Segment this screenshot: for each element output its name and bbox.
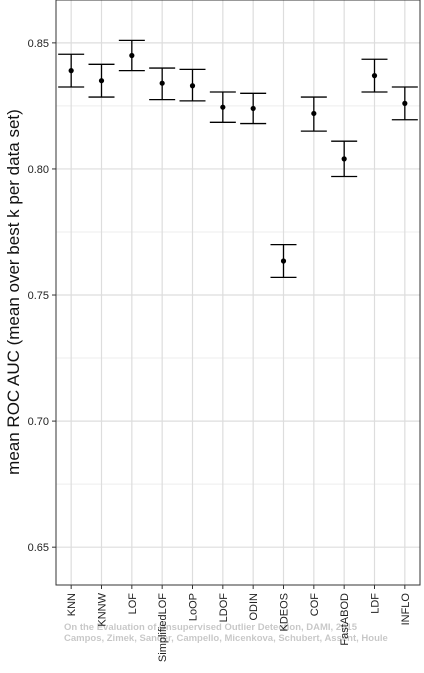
x-tick-label: ODIN bbox=[248, 593, 260, 621]
data-marks bbox=[58, 39, 418, 279]
data-point bbox=[311, 110, 317, 117]
x-tick-label: INFLO bbox=[400, 593, 412, 626]
data-point bbox=[220, 104, 226, 110]
x-tick-label: LoOP bbox=[188, 593, 200, 621]
y-tick-label: 0.85 bbox=[28, 38, 49, 50]
x-tick-label: KNN bbox=[66, 593, 78, 616]
x-tick-label: FastABOD bbox=[339, 593, 351, 646]
x-tick-label: LDF bbox=[370, 593, 382, 614]
watermark-line-2: Campos, Zimek, Sander, Campello, Micenko… bbox=[64, 633, 388, 644]
data-point bbox=[402, 100, 408, 106]
x-axis-ticks: KNN KNNW LOF SimplifiedLOF LoOP LDOF ODIN KDEOS… bbox=[66, 585, 412, 662]
y-axis-ticks: 0.65 0.70 0.75 0.80 0.85 bbox=[28, 38, 56, 554]
data-point bbox=[68, 68, 74, 74]
x-tick-label: COF bbox=[309, 593, 321, 617]
x-tick-label: KDEOS bbox=[279, 593, 291, 632]
x-tick-label: LOF bbox=[127, 593, 139, 615]
data-point bbox=[129, 52, 135, 59]
watermark-line-1: On the Evaluation of Unsupervised Outlie… bbox=[64, 622, 358, 633]
data-point bbox=[189, 83, 196, 89]
plot-background bbox=[56, 0, 420, 585]
x-tick-label: LDOF bbox=[218, 593, 230, 623]
data-point bbox=[371, 73, 378, 79]
y-tick-label: 0.80 bbox=[28, 164, 49, 176]
x-tick-label: KNNW bbox=[97, 592, 109, 626]
x-tick-label: SimplifiedLOF bbox=[157, 593, 169, 662]
data-point bbox=[159, 80, 165, 86]
y-axis-label: mean ROC AUC (mean over best k per data … bbox=[4, 109, 23, 475]
y-tick-label: 0.70 bbox=[28, 416, 49, 428]
data-point bbox=[98, 78, 105, 84]
data-point bbox=[250, 105, 256, 112]
data-point bbox=[341, 156, 347, 162]
y-tick-label: 0.75 bbox=[28, 290, 49, 302]
y-tick-label: 0.65 bbox=[28, 542, 49, 554]
plot-border bbox=[55, 0, 421, 586]
horizontal-gridlines bbox=[56, 42, 420, 548]
data-point bbox=[280, 258, 287, 264]
